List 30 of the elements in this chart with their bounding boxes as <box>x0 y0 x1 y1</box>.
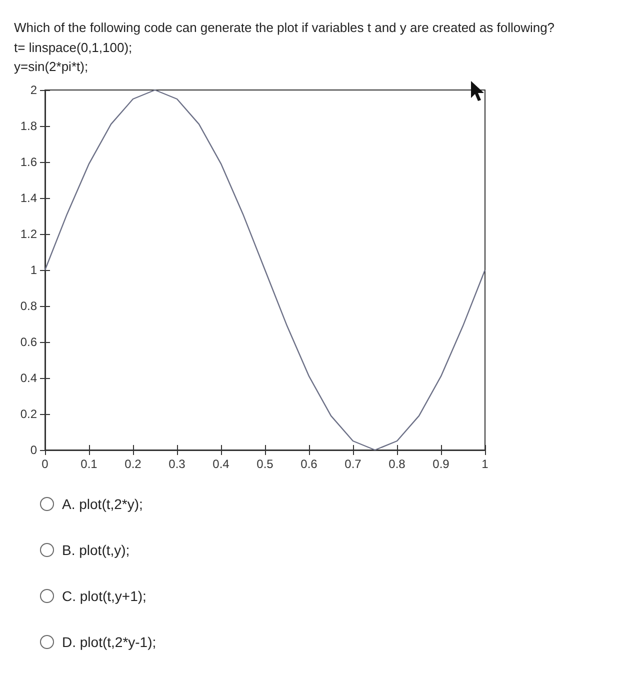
text: A. plot(t,2*y); <box>62 496 143 512</box>
x-tick-label: 0.4 <box>212 457 230 471</box>
text: B. plot(t,y); <box>62 542 130 558</box>
chart-title: Which of the following code can generate the plot if variables t and y are created as following? <box>14 20 555 35</box>
x-tick-label: 0.3 <box>168 457 186 471</box>
y-tick-label: 1.4 <box>20 191 38 205</box>
x-tick-label: 0.9 <box>432 457 450 471</box>
y-tick-label: 0.6 <box>20 335 38 349</box>
text: t= linspace(0,1,100); <box>14 40 132 55</box>
y-tick-label: 0.4 <box>20 371 38 385</box>
line-series <box>44 89 486 451</box>
text: C. plot(t,y+1); <box>62 588 146 604</box>
y-tick-label: 0.2 <box>20 407 38 421</box>
y-tick-label: 0 <box>30 443 38 457</box>
y-tick-label: 0.8 <box>20 299 38 313</box>
text: D. plot(t,2*y-1); <box>62 634 156 650</box>
x-tick-label: 0.8 <box>388 457 406 471</box>
text: y=sin(2*pi*t); <box>14 59 88 74</box>
y-tick-label: 1.6 <box>20 155 38 169</box>
y-tick-label: 1 <box>30 263 38 277</box>
x-tick-label: 0.1 <box>80 457 98 471</box>
y-tick-label: 2 <box>30 83 38 97</box>
x-tick-label: 0.2 <box>124 457 142 471</box>
y-tick-label: 1.2 <box>20 227 38 241</box>
x-tick-label: 0 <box>42 457 49 471</box>
x-tick-label: 0.7 <box>344 457 362 471</box>
x-tick-label: 0.6 <box>300 457 318 471</box>
y-tick-label: 1.8 <box>20 119 38 133</box>
x-tick-label: 1 <box>482 457 489 471</box>
x-tick-label: 0.5 <box>256 457 274 471</box>
